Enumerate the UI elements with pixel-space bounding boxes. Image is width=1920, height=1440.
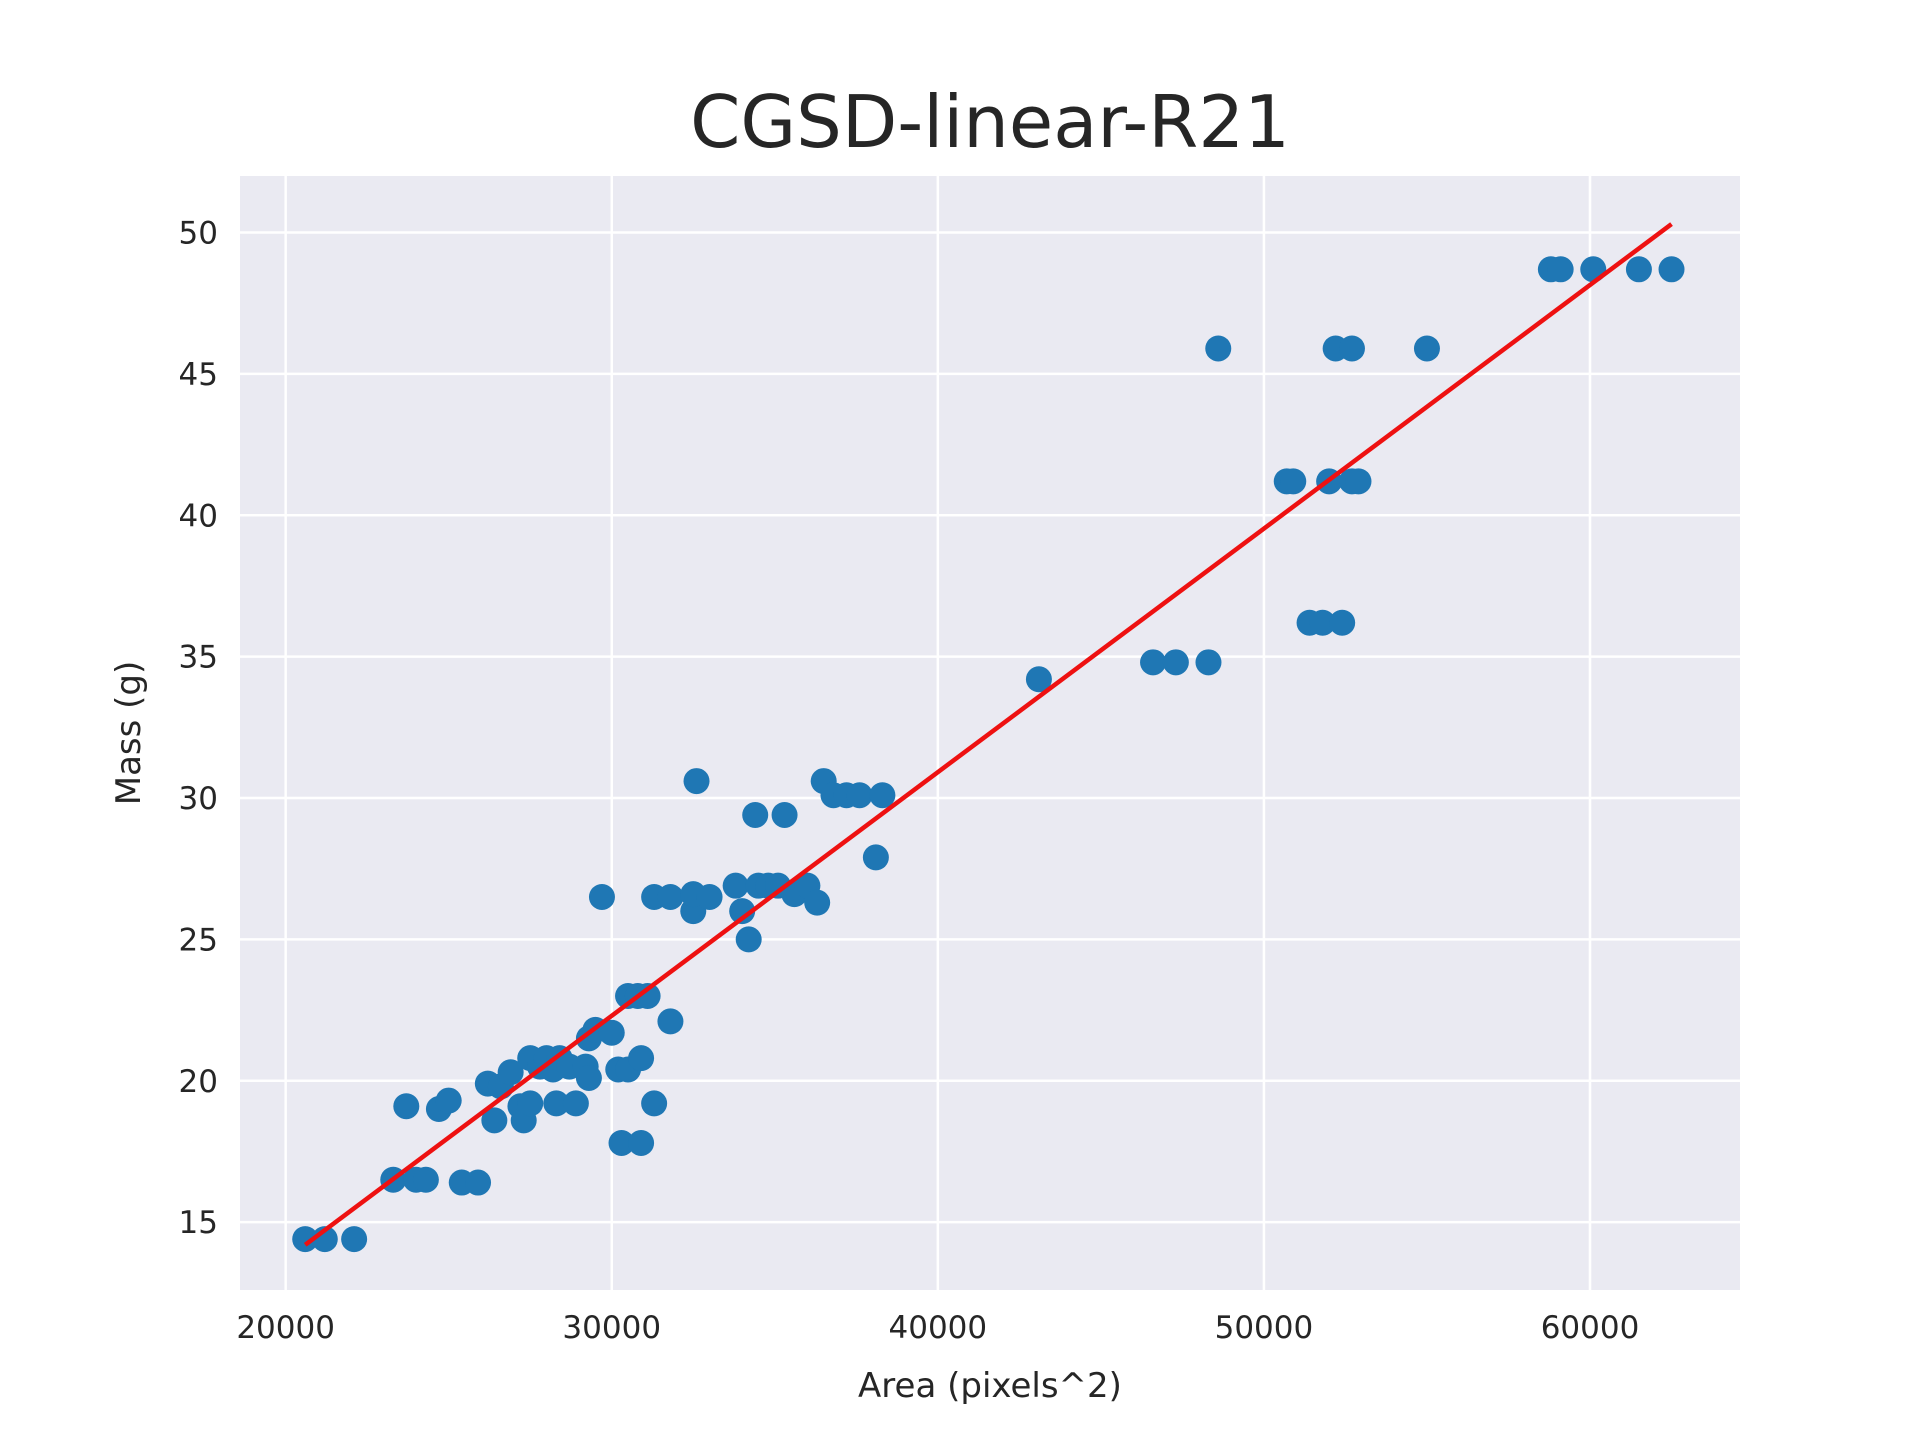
y-axis-ticks: 15 20 25 30 35 40 45 50 <box>179 216 218 1242</box>
y-tick-label: 20 <box>179 1064 218 1100</box>
data-point <box>1280 468 1307 495</box>
data-point <box>804 889 831 916</box>
data-point <box>641 1090 668 1117</box>
x-axis-ticks: 20000 30000 40000 50000 60000 <box>236 1310 1639 1346</box>
data-point <box>657 1008 684 1035</box>
data-point <box>608 1129 635 1156</box>
x-tick-label: 40000 <box>889 1310 988 1346</box>
data-point <box>465 1169 492 1196</box>
data-point <box>657 883 684 910</box>
data-point <box>628 1129 655 1156</box>
fit-line <box>303 222 1673 1247</box>
data-point <box>393 1093 420 1120</box>
data-point <box>742 801 769 828</box>
data-point <box>517 1090 544 1117</box>
data-point <box>543 1090 570 1117</box>
data-point <box>588 883 615 910</box>
grid <box>240 176 1740 1290</box>
scatter-series <box>292 256 1685 1253</box>
x-axis-label: Area (pixels^2) <box>858 1366 1122 1406</box>
data-point <box>1025 666 1052 693</box>
data-point <box>729 898 756 925</box>
data-point <box>292 1226 319 1253</box>
data-point <box>481 1107 508 1134</box>
data-point <box>1413 335 1440 362</box>
y-tick-label: 50 <box>179 216 218 252</box>
y-tick-label: 35 <box>179 640 218 676</box>
data-point <box>1658 256 1685 283</box>
data-point <box>1205 335 1232 362</box>
data-point <box>1338 335 1365 362</box>
y-tick-label: 30 <box>179 781 218 817</box>
x-tick-label: 60000 <box>1541 1310 1640 1346</box>
data-point <box>735 926 762 953</box>
data-point <box>598 1019 625 1046</box>
fit-line-series <box>303 222 1673 1247</box>
data-point <box>1309 609 1336 636</box>
data-point <box>412 1166 439 1193</box>
x-tick-label: 50000 <box>1215 1310 1314 1346</box>
data-point <box>1140 649 1167 676</box>
x-tick-label: 20000 <box>236 1310 335 1346</box>
data-point <box>722 872 749 899</box>
data-point <box>1162 649 1189 676</box>
data-point <box>683 768 710 795</box>
data-point <box>575 1064 602 1091</box>
data-point <box>862 844 889 871</box>
y-tick-label: 40 <box>179 498 218 534</box>
data-point <box>562 1090 589 1117</box>
data-point <box>696 883 723 910</box>
data-point <box>341 1226 368 1253</box>
x-tick-label: 30000 <box>562 1310 661 1346</box>
data-point <box>1329 609 1356 636</box>
data-point <box>628 1045 655 1072</box>
data-point <box>435 1087 462 1114</box>
y-tick-label: 45 <box>179 357 218 393</box>
data-point <box>846 782 873 809</box>
y-tick-label: 25 <box>179 922 218 958</box>
data-point <box>1345 468 1372 495</box>
y-axis-label: Mass (g) <box>109 661 149 806</box>
data-point <box>497 1059 524 1086</box>
data-point <box>1625 256 1652 283</box>
data-point <box>634 982 661 1009</box>
y-tick-label: 15 <box>179 1205 218 1241</box>
data-point <box>869 782 896 809</box>
data-point <box>1195 649 1222 676</box>
data-point <box>771 801 798 828</box>
data-point <box>1547 256 1574 283</box>
chart-title: CGSD-linear-R21 <box>690 80 1290 164</box>
